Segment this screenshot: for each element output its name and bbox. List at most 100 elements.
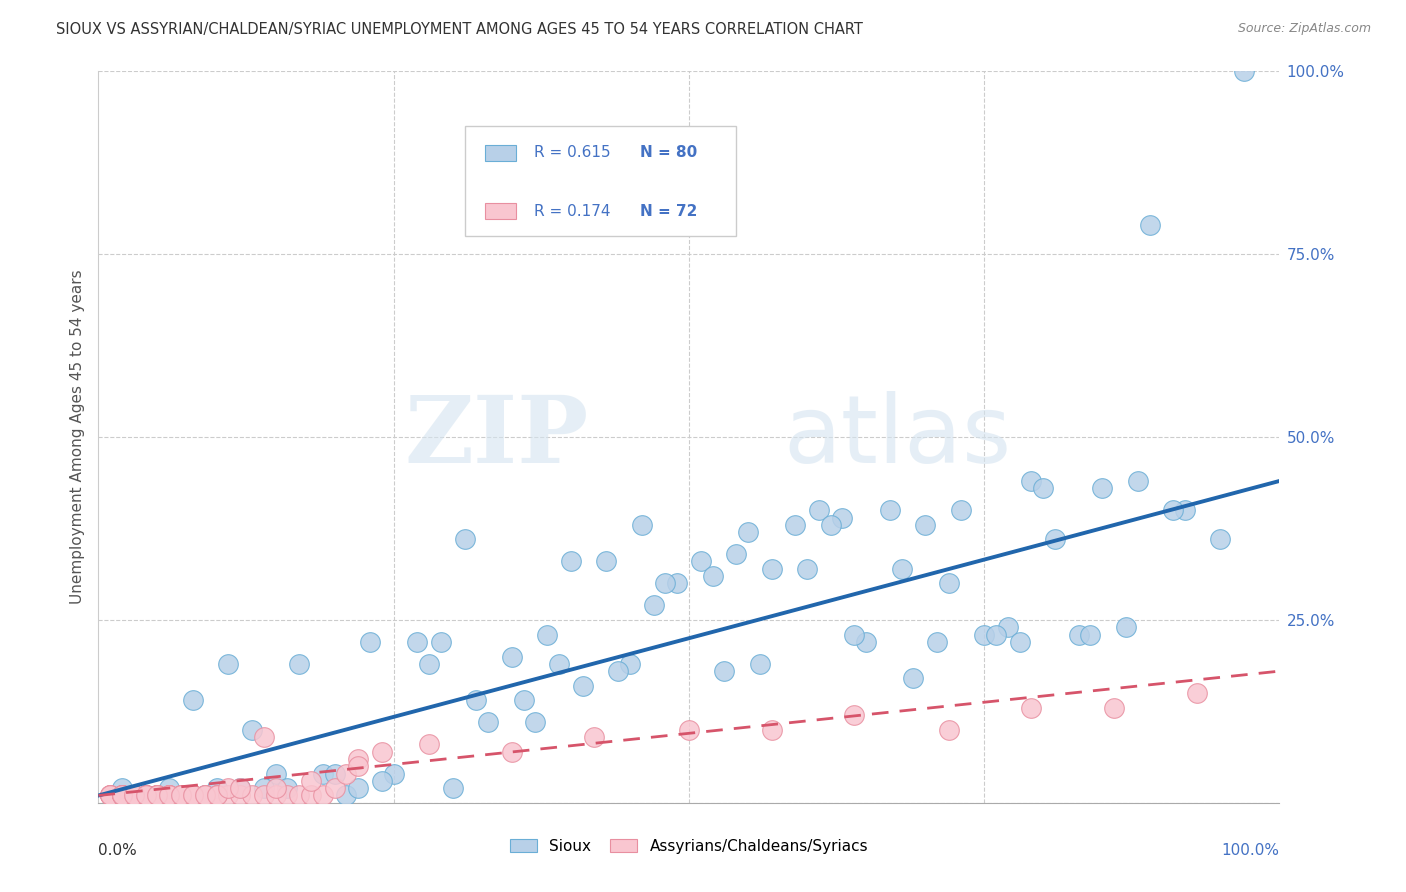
Point <box>229 789 252 803</box>
Point <box>335 766 357 780</box>
Point <box>122 789 145 803</box>
Point <box>430 635 453 649</box>
Point <box>831 510 853 524</box>
Point <box>347 781 370 796</box>
Point <box>890 562 912 576</box>
Point <box>146 789 169 803</box>
Point <box>536 627 558 641</box>
FancyBboxPatch shape <box>464 126 737 235</box>
Point <box>1021 474 1043 488</box>
Point <box>997 620 1019 634</box>
Point <box>501 649 523 664</box>
Point <box>170 789 193 803</box>
Point <box>548 657 571 671</box>
Point <box>595 554 617 568</box>
Point <box>194 789 217 803</box>
Point <box>135 789 157 803</box>
Point <box>785 517 807 532</box>
Point <box>135 789 157 803</box>
Point <box>524 715 547 730</box>
Point <box>1161 503 1184 517</box>
Point <box>288 657 311 671</box>
Point <box>347 759 370 773</box>
Point <box>1115 620 1137 634</box>
Point <box>122 789 145 803</box>
Point <box>844 627 866 641</box>
Point <box>98 789 121 803</box>
Point <box>181 789 204 803</box>
Point <box>229 781 252 796</box>
Point <box>879 503 901 517</box>
Point <box>1102 700 1125 714</box>
Point <box>205 781 228 796</box>
Point <box>111 789 134 803</box>
Point <box>98 789 121 803</box>
Point <box>761 723 783 737</box>
Point <box>157 789 180 803</box>
Point <box>146 789 169 803</box>
Point <box>938 723 960 737</box>
Point <box>240 789 263 803</box>
Point <box>194 789 217 803</box>
Point <box>702 569 724 583</box>
Point <box>465 693 488 707</box>
Point <box>146 789 169 803</box>
Point <box>122 789 145 803</box>
Point <box>205 789 228 803</box>
Point <box>253 781 276 796</box>
Point <box>323 766 346 780</box>
Point <box>689 554 711 568</box>
Point <box>264 781 287 796</box>
Point <box>761 562 783 576</box>
Point <box>418 737 440 751</box>
Text: ZIP: ZIP <box>405 392 589 482</box>
Point <box>194 789 217 803</box>
Point <box>347 752 370 766</box>
Point <box>453 533 475 547</box>
Point <box>501 745 523 759</box>
Point <box>855 635 877 649</box>
Point <box>571 679 593 693</box>
Point <box>122 789 145 803</box>
Text: N = 72: N = 72 <box>640 203 697 219</box>
Point <box>98 789 121 803</box>
Point <box>111 789 134 803</box>
Point <box>264 766 287 780</box>
Point <box>111 789 134 803</box>
Text: SIOUX VS ASSYRIAN/CHALDEAN/SYRIAC UNEMPLOYMENT AMONG AGES 45 TO 54 YEARS CORRELA: SIOUX VS ASSYRIAN/CHALDEAN/SYRIAC UNEMPL… <box>56 22 863 37</box>
Point <box>122 789 145 803</box>
Point <box>844 708 866 723</box>
Point <box>666 576 689 591</box>
Point <box>276 781 298 796</box>
Point <box>406 635 429 649</box>
Point <box>111 789 134 803</box>
Point <box>253 789 276 803</box>
Text: R = 0.174: R = 0.174 <box>533 203 610 219</box>
Point <box>299 773 322 788</box>
Point <box>122 789 145 803</box>
Point <box>135 789 157 803</box>
Point <box>643 599 665 613</box>
Point <box>560 554 582 568</box>
Point <box>299 789 322 803</box>
Point <box>607 664 630 678</box>
Point <box>98 789 121 803</box>
Point <box>1126 474 1149 488</box>
Point <box>170 789 193 803</box>
Text: 100.0%: 100.0% <box>1222 843 1279 858</box>
Point <box>807 503 830 517</box>
Point <box>229 781 252 796</box>
Point <box>1209 533 1232 547</box>
FancyBboxPatch shape <box>485 145 516 161</box>
Point <box>1067 627 1090 641</box>
Text: N = 80: N = 80 <box>640 145 697 160</box>
Point <box>135 789 157 803</box>
Point <box>619 657 641 671</box>
Text: 0.0%: 0.0% <box>98 843 138 858</box>
Point <box>335 789 357 803</box>
Point <box>938 576 960 591</box>
Point <box>146 789 169 803</box>
Point <box>1174 503 1197 517</box>
Point <box>1043 533 1066 547</box>
Point <box>713 664 735 678</box>
